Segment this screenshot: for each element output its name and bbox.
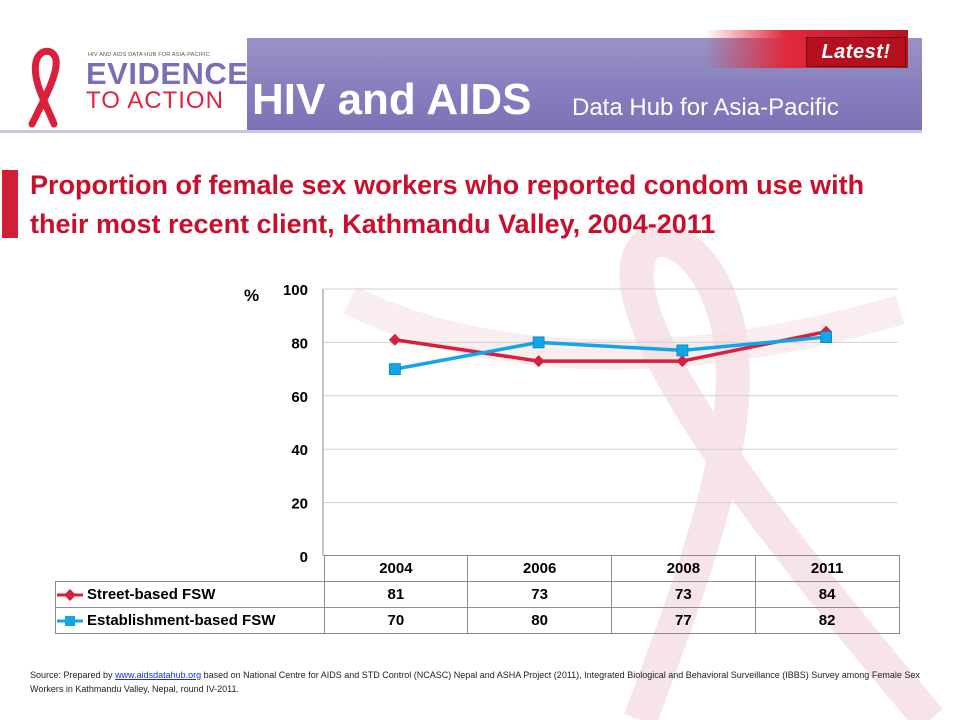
table-corner-cell xyxy=(55,555,325,582)
chart-data-table: 2004 2006 2008 2011 Street-based FSW 81 73 73 8… xyxy=(55,555,900,634)
table-category-header: 2006 xyxy=(467,555,612,582)
source-note: Source: Prepared by www.aidsdatahub.org … xyxy=(30,668,920,696)
table-category-header: 2011 xyxy=(754,555,900,582)
table-value-cell: 80 xyxy=(467,607,612,634)
table-value-cell: 73 xyxy=(611,581,756,608)
table-header-row: 2004 2006 2008 2011 xyxy=(55,555,900,582)
table-category-header: 2008 xyxy=(611,555,756,582)
red-ribbon-logo-icon xyxy=(28,47,60,128)
data-point-square xyxy=(676,344,689,357)
site-title: HIV and AIDS xyxy=(252,75,532,124)
legend-diamond-icon xyxy=(57,589,83,602)
source-text: based on National Centre for AIDS and ST… xyxy=(30,670,920,694)
legend-label: Street-based FSW xyxy=(87,586,216,603)
y-tick-label: 80 xyxy=(291,335,308,352)
logo-evidence-text: EVIDENCE xyxy=(86,56,249,91)
data-point-diamond xyxy=(388,333,401,346)
series-line xyxy=(394,330,827,363)
data-point-diamond xyxy=(676,355,689,368)
y-tick-label: 100 xyxy=(283,282,308,299)
source-prefix: Source: Prepared by xyxy=(30,670,113,680)
table-value-cell: 70 xyxy=(323,607,469,634)
table-value-cell: 77 xyxy=(611,607,756,634)
y-tick-label: 60 xyxy=(291,389,308,406)
source-link[interactable]: www.aidsdatahub.org xyxy=(115,670,202,680)
data-point-diamond xyxy=(532,355,545,368)
data-point-square xyxy=(388,363,401,376)
table-value-cell: 81 xyxy=(323,581,469,608)
legend-square-icon xyxy=(57,616,83,627)
legend-label: Establishment-based FSW xyxy=(87,612,276,629)
y-tick-label: 40 xyxy=(291,442,308,459)
table-value-cell: 84 xyxy=(754,581,900,608)
table-value-cell: 73 xyxy=(467,581,612,608)
title-accent-bar xyxy=(2,170,18,238)
table-value-cell: 82 xyxy=(754,607,900,634)
table-row: Establishment-based FSW 70 80 77 82 xyxy=(55,607,900,634)
legend-marker xyxy=(64,589,76,602)
table-row: Street-based FSW 81 73 73 84 xyxy=(55,581,900,608)
y-tick-label: 20 xyxy=(291,496,308,513)
logo-to-action-text: TO ACTION xyxy=(86,87,224,114)
latest-badge[interactable]: Latest! xyxy=(806,37,906,67)
legend-entry: Street-based FSW xyxy=(55,581,325,608)
data-point-square xyxy=(532,336,545,349)
logo-tagline: HIV AND AIDS DATA HUB FOR ASIA-PACIFIC xyxy=(88,52,210,58)
data-point-square xyxy=(820,331,833,343)
y-axis-unit: % xyxy=(244,286,260,305)
chart-title: Proportion of female sex workers who rep… xyxy=(30,170,865,239)
legend-entry: Establishment-based FSW xyxy=(55,607,325,634)
series-line xyxy=(394,335,827,371)
legend-marker xyxy=(65,616,75,627)
table-category-header: 2004 xyxy=(323,555,469,582)
site-subtitle: Data Hub for Asia-Pacific xyxy=(572,94,839,121)
